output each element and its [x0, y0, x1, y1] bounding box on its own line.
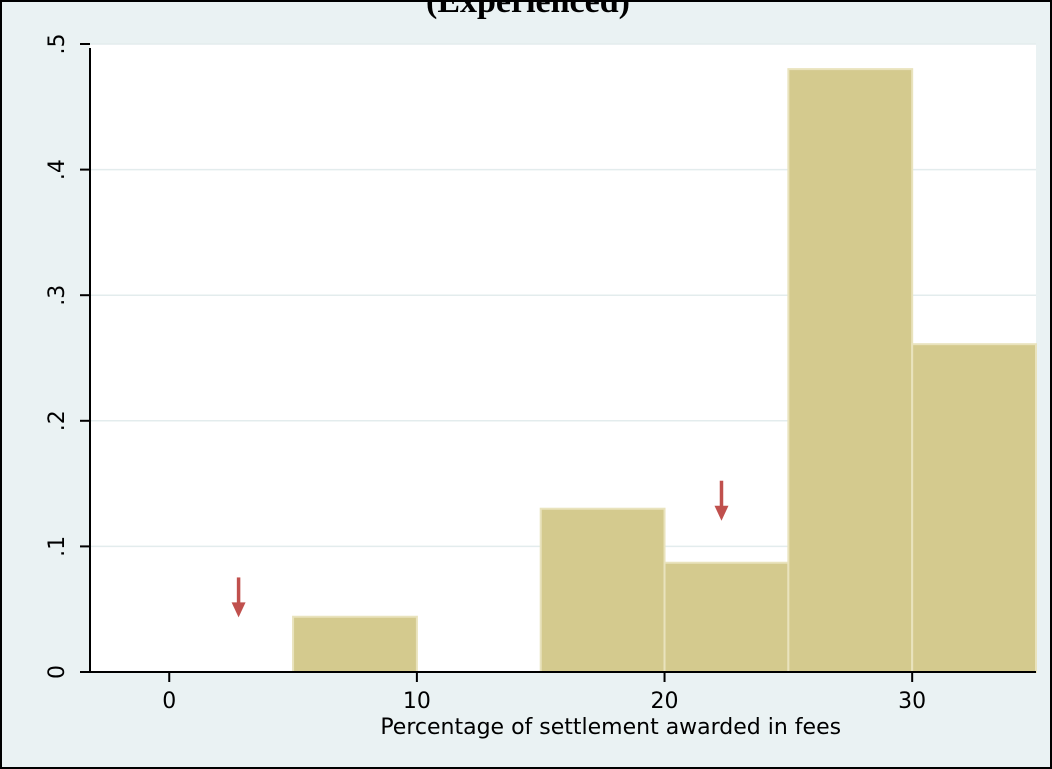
- x-tick-label: 30: [898, 689, 926, 714]
- histogram-bar: [665, 563, 789, 672]
- histogram-bar: [788, 69, 912, 672]
- y-tick-label: .3: [45, 285, 70, 306]
- y-tick-label: .2: [45, 410, 70, 431]
- y-tick-label: .1: [45, 536, 70, 557]
- x-axis-title: Percentage of settlement awarded in fees: [380, 715, 841, 740]
- y-tick-label: 0: [45, 665, 70, 679]
- histogram-bar: [541, 509, 665, 672]
- y-tick-label: .5: [45, 34, 70, 55]
- x-tick-label: 20: [651, 689, 679, 714]
- x-tick-label: 0: [162, 689, 176, 714]
- histogram-bar: [293, 617, 417, 672]
- y-tick-label: .4: [45, 159, 70, 180]
- histogram-bar: [912, 344, 1036, 672]
- x-tick-label: 10: [403, 689, 431, 714]
